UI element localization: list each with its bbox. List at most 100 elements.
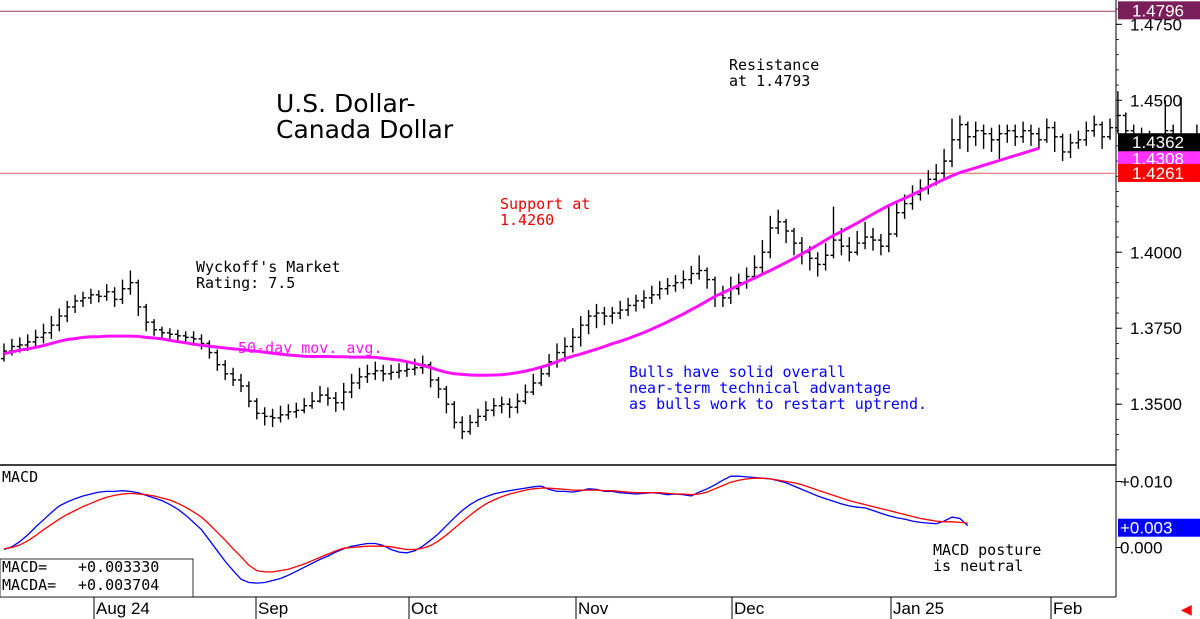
ohlc-bar (411, 358, 418, 376)
ohlc-bar (332, 392, 339, 412)
ohlc-bar (862, 221, 869, 250)
ohlc-bars (1, 91, 1200, 440)
ohlc-bar (214, 349, 221, 371)
ohlc-bar (95, 290, 102, 303)
ohlc-bar (664, 278, 671, 295)
resistance-label-line-1: Resistance (729, 56, 819, 74)
ohlc-bar (585, 310, 592, 335)
ohlc-bar (1107, 118, 1113, 140)
price-tag-label: 1.4796 (1132, 1, 1184, 20)
macd-legend-value: +0.003330 (78, 558, 159, 576)
ohlc-bar (648, 285, 655, 304)
ohlc-bar (87, 288, 94, 304)
ohlc-bar (238, 373, 244, 393)
ohlc-bar (569, 328, 576, 353)
ohlc-bar (949, 118, 955, 168)
ohlc-bar (190, 331, 197, 345)
ohlc-bar (119, 279, 126, 304)
price-tag-label: 1.4308 (1132, 150, 1184, 169)
chart-title-line-1: U.S. Dollar- (276, 89, 415, 118)
ohlc-bar (925, 170, 932, 195)
price-tags: 1.4308 1.4796 1.4362 1.4261 (1118, 1, 1200, 183)
ohlc-bar (656, 281, 663, 300)
ohlc-bar (435, 376, 442, 399)
ohlc-bar (980, 124, 987, 149)
ohlc-bar (846, 237, 853, 262)
ohlc-bar (885, 206, 892, 253)
ohlc-bar (1012, 124, 1019, 146)
ohlc-bar (1083, 121, 1090, 146)
time-tick-label: Sep (258, 599, 288, 618)
ohlc-bar (174, 329, 181, 342)
comment-line-2: near-term technical advantage (629, 379, 891, 397)
ohlc-bar (704, 267, 711, 289)
ohlc-bar (166, 328, 173, 341)
resistance-label-line-2: at 1.4793 (729, 72, 810, 90)
ohlc-bar (427, 361, 434, 388)
ohlc-bar (601, 306, 608, 326)
macd-legend-name: MACD= (2, 558, 47, 576)
ohlc-bar (1035, 127, 1042, 149)
ohlc-bar (80, 291, 86, 307)
ohlc-bar (783, 218, 790, 244)
ohlc-bar (522, 384, 529, 405)
ohlc-bar (40, 323, 47, 344)
price-tag: 1.4261 (1118, 163, 1200, 183)
ohlc-bar (151, 319, 158, 336)
price-tag: 1.4308 (1118, 149, 1200, 169)
support-label-line-1: Support at (500, 195, 590, 213)
ohlc-bar (198, 334, 205, 350)
macda-legend-value: +0.003704 (78, 576, 159, 594)
ohlc-bar (688, 265, 695, 285)
price-tag: 1.4796 (1118, 1, 1200, 20)
ohlc-bar (672, 275, 679, 292)
price-tag-label: 1.4261 (1132, 164, 1184, 183)
ohlc-bar (56, 308, 63, 332)
ohlc-bar (475, 408, 481, 428)
ohlc-bar (1051, 121, 1058, 152)
price-tick-label: 1.4500 (1130, 91, 1182, 110)
ohlc-bar (230, 367, 237, 386)
ohlc-bar (317, 385, 323, 403)
macd-note-line-2: is neutral (933, 557, 1023, 575)
ohlc-bar (32, 329, 39, 347)
ohlc-bar (111, 287, 118, 307)
ohlc-bar (396, 363, 402, 379)
macd-tick-label: 0.000 (1120, 539, 1163, 558)
ohlc-bar (956, 115, 963, 149)
ohlc-bar (490, 398, 497, 417)
ohlc-bar (1059, 133, 1066, 162)
ohlc-bar (1099, 121, 1106, 149)
ohlc-bar (1043, 118, 1050, 143)
ohlc-bar (64, 300, 71, 323)
ohlc-bar (996, 124, 1003, 162)
ohlc-bar (443, 385, 450, 414)
moving-average-label: 50-day mov. avg. (238, 339, 383, 357)
ohlc-bar (48, 316, 55, 339)
time-tick-label: Feb (1053, 599, 1082, 618)
ohlc-bar (1075, 130, 1082, 149)
macd-value-tag (1118, 518, 1200, 537)
macda-legend-name: MACDA= (2, 576, 56, 594)
macd-value-tag-label: +0.003 (1120, 519, 1172, 538)
ohlc-bar (964, 121, 971, 152)
ohlc-bar (798, 237, 805, 265)
ohlc-bar (253, 398, 260, 420)
ohlc-bar (893, 200, 900, 238)
time-axis: Aug 24 Sep Oct Nov Dec Jan 25 Feb (93, 597, 1082, 619)
ohlc-bar (324, 387, 331, 406)
ohlc-bar (870, 227, 876, 251)
ohlc-bar (751, 255, 758, 280)
ohlc-bar (640, 290, 647, 309)
left-arrow-icon[interactable]: ◀ (1181, 602, 1192, 618)
ohlc-bar (103, 284, 110, 301)
ohlc-bar (1091, 115, 1098, 137)
ohlc-bar (403, 361, 410, 377)
ohlc-bar (972, 121, 979, 146)
ohlc-bar (388, 364, 395, 380)
ohlc-bar (514, 393, 521, 414)
ohlc-bar (988, 127, 995, 152)
ohlc-bar (1004, 124, 1011, 143)
ohlc-bar (261, 407, 268, 426)
ohlc-bar (127, 270, 134, 295)
